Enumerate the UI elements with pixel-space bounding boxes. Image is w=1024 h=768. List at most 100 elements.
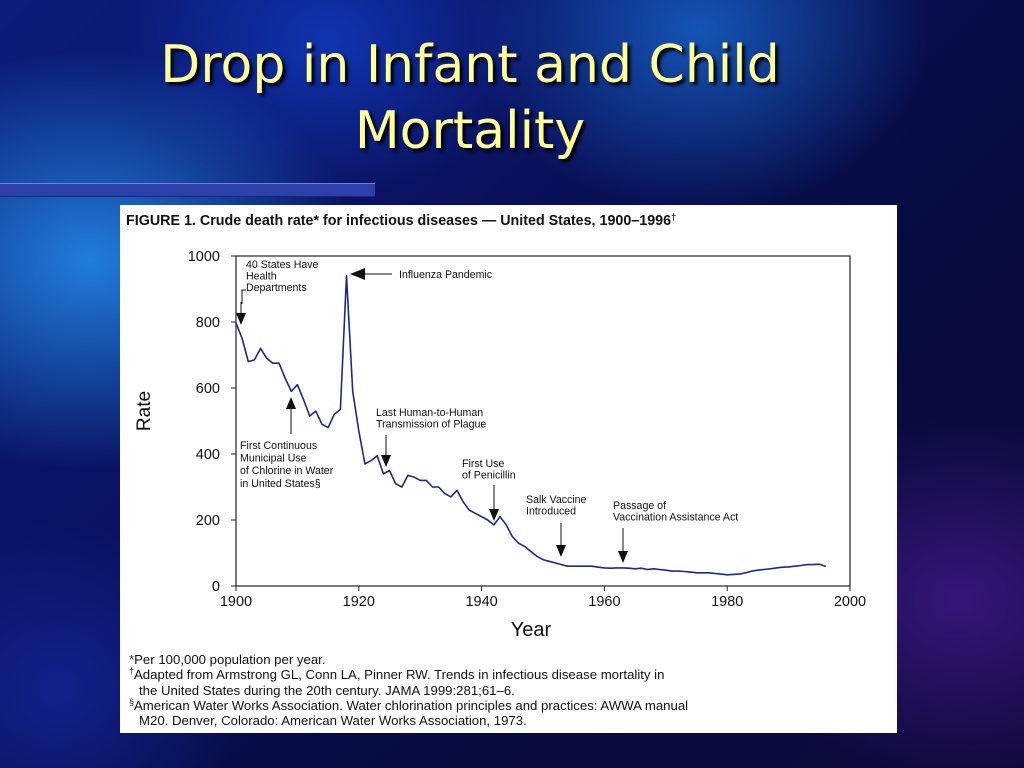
data-point: [247, 361, 249, 363]
data-point: [665, 569, 667, 571]
data-point: [769, 568, 771, 570]
data-point: [640, 567, 642, 569]
footnote-per-100000: *Per 100,000 population per year.: [129, 652, 891, 667]
data-point: [824, 565, 827, 567]
footnote-adapted-from: †Adapted from Armstrong GL, Conn LA, Pin…: [129, 666, 891, 683]
data-point: [419, 479, 421, 481]
footnote-awwa-cont: M20. Denver, Colorado: American Water Wo…: [129, 713, 891, 728]
data-point: [732, 573, 734, 576]
data-point: [702, 572, 704, 574]
annotation-vaccination-act: Passage of Vaccination Assistance Act: [613, 500, 738, 524]
data-point: [505, 524, 507, 526]
footnote-text: Per 100,000 population per year.: [134, 652, 326, 667]
data-point: [609, 567, 612, 569]
data-point: [395, 483, 397, 485]
data-point: [634, 568, 636, 570]
data-point: [683, 570, 685, 573]
plot-area: [235, 255, 851, 587]
data-point: [431, 486, 434, 488]
annotation-chlorine: First Continuous Municipal Use of Chlorine…: [240, 440, 334, 490]
data-point: [794, 565, 796, 567]
data-point: [376, 455, 378, 457]
footnote-mark: §: [129, 696, 135, 707]
data-point: [358, 430, 360, 432]
data-point: [241, 337, 243, 340]
data-point: [714, 572, 716, 575]
data-point: [763, 568, 765, 571]
data-point: [738, 573, 741, 575]
data-point: [542, 559, 544, 561]
data-point: [579, 565, 581, 567]
data-point: [511, 535, 513, 538]
data-point: [272, 362, 274, 364]
data-point: [345, 275, 348, 277]
data-line: [235, 275, 826, 576]
data-point: [425, 479, 427, 481]
annotation-penicillin: First Use of Penicillin: [462, 458, 516, 482]
data-point: [536, 555, 538, 557]
y-tick-label: 1000: [188, 249, 220, 265]
data-point: [554, 562, 556, 564]
annotation-health-departments-arrow-head: [236, 313, 246, 325]
data-point: [401, 486, 403, 488]
data-point: [413, 476, 415, 478]
figure-caption-text: FIGURE 1. Crude death rate* for infectio…: [126, 213, 671, 229]
data-point: [468, 509, 470, 511]
data-point: [806, 563, 808, 566]
data-point: [259, 347, 262, 349]
slide-title-line-2: Mortality: [354, 101, 586, 161]
data-point: [296, 384, 298, 386]
data-point: [364, 463, 366, 465]
footnote-awwa: §American Water Works Association. Water…: [129, 696, 891, 713]
data-point: [407, 474, 409, 477]
data-point: [671, 570, 673, 572]
annotation-salk-vaccine: Salk Vaccine Introduced: [526, 494, 587, 518]
data-point: [438, 486, 440, 488]
data-point: [517, 542, 520, 544]
data-point: [628, 567, 630, 569]
annotation-plague: Last Human-to-Human Transmission of Plagu…: [376, 407, 486, 431]
figure-caption: FIGURE 1. Crude death rate* for infectio…: [126, 212, 676, 229]
data-point: [708, 572, 710, 574]
annotation-vaccination-act-arrow-head: [618, 551, 628, 563]
data-point: [450, 496, 452, 498]
data-point: [695, 572, 698, 574]
y-tick-label: 800: [196, 315, 220, 331]
data-point: [321, 423, 323, 425]
y-tick-label: 400: [196, 447, 220, 463]
data-point: [388, 469, 391, 472]
data-point: [646, 568, 648, 571]
data-point: [284, 377, 286, 379]
data-point: [818, 563, 820, 565]
data-point: [487, 519, 489, 521]
data-point: [745, 572, 747, 574]
slide-title: Drop in Infant and Child Mortality: [80, 32, 860, 164]
data-point: [370, 460, 372, 462]
data-point: [652, 568, 655, 570]
data-point: [523, 545, 526, 547]
footnote-text: American Water Works Association. Water …: [134, 697, 689, 713]
data-point: [382, 473, 384, 475]
data-point: [530, 550, 532, 552]
y-tick-label: 600: [196, 381, 220, 397]
y-axis-label: Rate: [134, 391, 155, 431]
footnote-text: M20. Denver, Colorado: American Water Wo…: [139, 713, 527, 729]
footnote-mark: †: [129, 666, 135, 677]
annotation-salk-vaccine-arrow-head: [556, 545, 566, 557]
annotation-health-departments-leader: [241, 289, 246, 304]
data-point: [800, 564, 802, 567]
x-tick-label: 1900: [220, 594, 252, 610]
x-tick-label: 1980: [711, 594, 743, 610]
data-point: [566, 565, 569, 567]
data-point: [444, 493, 446, 495]
death-rate-chart: FIGURE 1. Crude death rate* for infectio…: [126, 212, 866, 641]
data-point: [775, 567, 777, 569]
data-point: [352, 390, 354, 392]
data-point: [290, 390, 292, 392]
footnotes: *Per 100,000 population per year. †Adapt…: [129, 652, 891, 728]
footnote-mark: *: [129, 652, 135, 667]
data-point: [788, 566, 790, 568]
data-point: [720, 573, 722, 575]
data-point: [266, 357, 268, 359]
data-point: [781, 566, 784, 568]
